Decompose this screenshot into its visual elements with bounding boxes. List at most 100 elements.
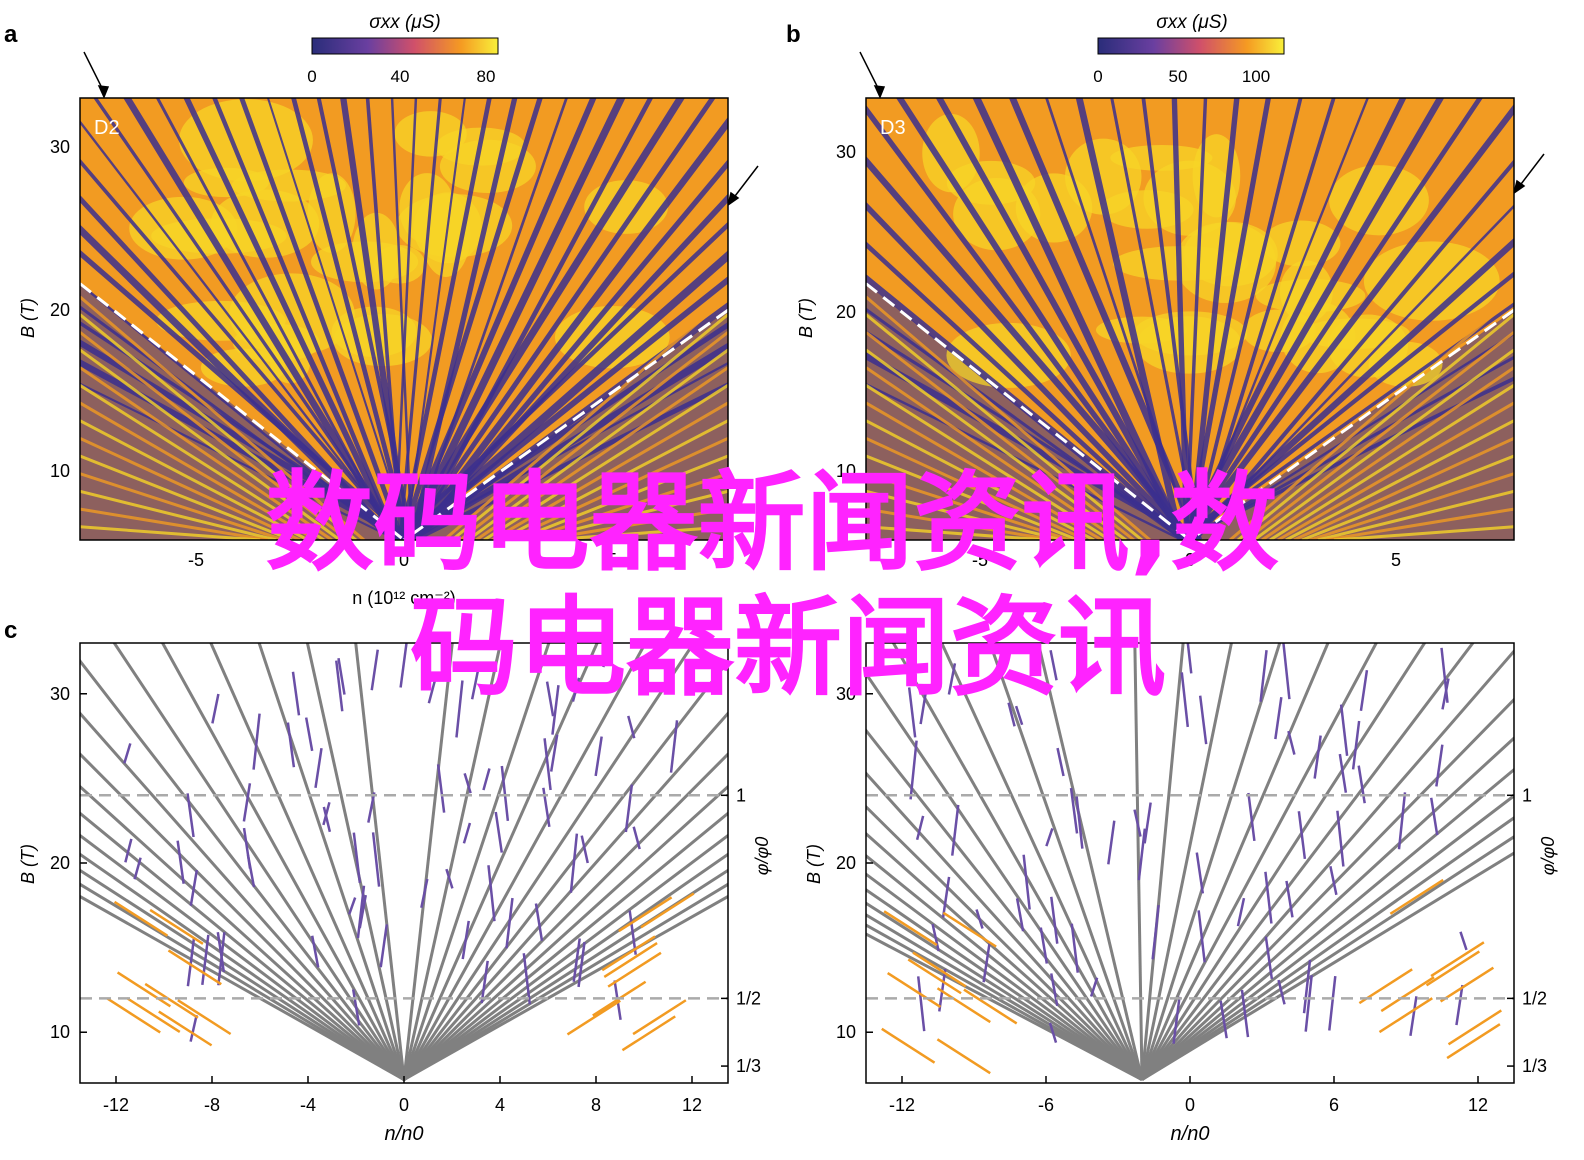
purple-segment — [1455, 984, 1464, 1026]
fan-line — [1140, 697, 1514, 1081]
orange-segment — [1380, 976, 1435, 1013]
heatmap-wing-line — [80, 331, 349, 540]
purple-segment — [602, 643, 611, 668]
colorbar-b-title: σxx (μS) — [1156, 12, 1227, 33]
heatmap-wing-line — [1333, 525, 1514, 540]
purple-segment — [133, 857, 142, 880]
purple-segment — [571, 677, 581, 702]
purple-segment — [337, 658, 346, 695]
heatmap-wing-line — [1229, 295, 1514, 540]
xtick-label: 5 — [607, 550, 617, 570]
purple-segment — [1285, 880, 1294, 918]
purple-segment — [1240, 989, 1250, 1038]
heatmap-wing-line — [507, 436, 728, 540]
fan-line — [80, 894, 405, 1081]
ytick-label: 10 — [50, 1022, 70, 1042]
purple-segment — [916, 976, 926, 1032]
orange-segment — [603, 942, 658, 978]
purple-segment — [915, 815, 925, 841]
heatmap-wing-line — [866, 454, 1079, 540]
heatmap-wing-line — [499, 419, 728, 540]
fan-line — [866, 923, 1143, 1081]
heatmap-stripe — [866, 307, 1185, 540]
heatmap-wing-line — [80, 436, 301, 540]
ylabel-d: B (T) — [804, 844, 824, 884]
ytick-label: 10 — [836, 461, 856, 481]
heatmap-stripe — [399, 276, 728, 540]
heatmap-stripe — [394, 98, 418, 540]
purple-segment — [1089, 977, 1099, 997]
orange-segment — [601, 935, 656, 972]
purple-segment — [1357, 765, 1366, 804]
purple-segment — [1151, 904, 1160, 960]
heatmap-wing-line — [1325, 507, 1514, 540]
ytick-label: 20 — [836, 853, 856, 873]
heatmap-wing-line — [80, 507, 269, 540]
heatmap-stripe — [1181, 98, 1407, 540]
heatmap-wing-line — [80, 401, 317, 540]
plot-frame-b — [865, 97, 1515, 541]
purple-segment — [500, 765, 510, 821]
orange-segment — [144, 982, 199, 1019]
heatmap-wing-line — [467, 348, 728, 540]
ylabel-c: B (T) — [18, 844, 38, 884]
xtick-label: 0 — [399, 550, 409, 570]
heatmap-stripe — [80, 305, 396, 540]
fan-line — [209, 643, 406, 1081]
panel-letter-c: c — [4, 617, 17, 644]
heatmap-wing-line — [1317, 489, 1514, 540]
purple-segment — [322, 806, 332, 833]
heatmap-wing-line — [80, 489, 277, 540]
heatmap-stripe — [972, 98, 1187, 540]
orange-segment — [621, 1015, 676, 1052]
heatmap-wing-line — [1285, 419, 1514, 540]
purple-segment — [1022, 854, 1031, 910]
fan-line — [402, 751, 728, 1081]
heatmap-stripe — [1188, 332, 1514, 540]
fan-line — [403, 868, 728, 1081]
ytick-label: 10 — [50, 461, 70, 481]
purple-segment — [1197, 910, 1206, 963]
heatmap-blob — [1143, 160, 1237, 236]
heatmap-wing-line — [1237, 313, 1514, 540]
orange-segment — [1447, 1009, 1502, 1046]
purple-segment — [1198, 695, 1208, 745]
panel-label-d2: D2 — [94, 117, 120, 139]
fan-line — [891, 643, 1144, 1081]
heatmap-stripe — [1188, 98, 1240, 540]
right-tick-label: 1 — [736, 785, 746, 805]
axis-a: 10 20 30 -5 0 5 B (T) n (10¹² cm⁻²) — [18, 137, 617, 608]
fan-line — [402, 643, 454, 1080]
xtick-label: 0 — [1185, 550, 1195, 570]
heatmap-wing-line — [866, 401, 1103, 540]
heatmap-wing-line — [80, 384, 325, 540]
fan-line — [1140, 643, 1233, 1080]
heatmap-wing-line — [523, 472, 728, 540]
orange-segment — [1430, 941, 1485, 978]
purple-segment — [1247, 792, 1256, 842]
purple-segment — [1277, 979, 1286, 1005]
purple-segment — [461, 920, 470, 960]
heatmap-wing-line — [866, 331, 1135, 540]
purple-segment — [494, 811, 504, 853]
purple-segment — [1186, 643, 1193, 674]
orange-segment — [618, 896, 673, 933]
purple-segment — [1015, 898, 1025, 932]
purple-segment — [1180, 672, 1190, 728]
purple-segment — [1397, 792, 1407, 850]
purple-segment — [1282, 643, 1291, 700]
heatmap-wing-line — [866, 525, 1047, 540]
panel-letter-a: a — [4, 21, 18, 48]
heatmap-wing-line — [866, 507, 1055, 540]
plot-frame-a — [79, 97, 729, 541]
purple-segment — [352, 832, 362, 883]
orange-segment — [106, 997, 161, 1034]
orange-segment — [632, 999, 687, 1036]
fan-line — [403, 894, 728, 1081]
heatmap-stripe — [1179, 271, 1514, 540]
heatmap-stripe — [400, 361, 728, 540]
purple-segment — [975, 909, 984, 929]
fan-line — [402, 643, 648, 1081]
heatmap-stripe — [866, 330, 1197, 540]
purple-segment — [1287, 730, 1296, 755]
